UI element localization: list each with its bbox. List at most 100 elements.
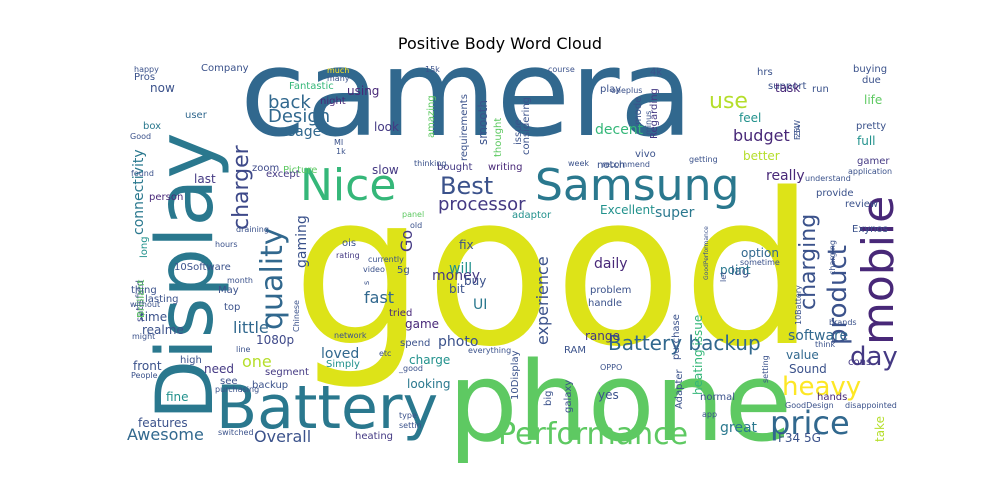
word-feel: feel <box>739 111 761 125</box>
word-camera: camera <box>240 25 693 164</box>
word-15k: 15k <box>425 65 440 74</box>
word-fast: fast <box>364 288 394 307</box>
word-1080p: 1080p <box>256 333 294 347</box>
word-box: box <box>143 121 161 132</box>
word-disappointed: disappointed <box>845 401 897 410</box>
word-brilliant: Brilliant <box>136 279 147 318</box>
word-performance: Performance <box>498 417 688 452</box>
word-rating: rating <box>336 251 360 260</box>
word-decent: decent <box>595 122 644 138</box>
word-4k: 4k <box>650 67 662 78</box>
word-great: great <box>720 420 758 436</box>
word-need: need <box>204 362 234 376</box>
word-might: might <box>132 332 155 341</box>
word-user: user <box>185 110 208 121</box>
word-chinese: Chinese <box>292 300 301 332</box>
word-understand: understand <box>805 174 851 183</box>
word-purchase: purchase <box>671 314 682 360</box>
word-overall: Overall <box>254 427 311 446</box>
word-10software: 10Software <box>174 262 231 273</box>
word-thing: thing <box>131 285 157 296</box>
word-sound: Sound <box>789 362 827 376</box>
word-bit: bit <box>449 282 465 296</box>
word-exynos: Exynos <box>852 224 888 235</box>
word-regarding: Regarding <box>649 88 660 139</box>
word-requirements: requirements <box>459 94 470 161</box>
word-one: one <box>242 352 272 371</box>
word-software: software <box>788 328 848 344</box>
word-gamer: gamer <box>857 156 890 167</box>
word-processor: processor <box>438 194 526 215</box>
word-currently: currently <box>368 255 404 264</box>
word-without: without <box>130 300 160 309</box>
word-except: except <box>266 169 300 180</box>
word-adaptor: adaptor <box>512 210 552 221</box>
word-f34: F34 <box>793 125 802 140</box>
word-provide: provide <box>816 188 854 199</box>
word-settin: settin <box>399 421 422 430</box>
word-play: play <box>600 84 621 95</box>
word-zoom: zoom <box>252 163 279 174</box>
word-satisfied: satisfied <box>135 280 146 322</box>
word-oneplus: oneplus <box>611 86 642 95</box>
word-design: Design <box>268 106 330 127</box>
word-think: think <box>815 340 836 349</box>
word-application: application <box>848 167 892 176</box>
word-features: features <box>138 416 188 430</box>
word-buy: buy <box>464 274 486 288</box>
word-awesome: Awesome <box>127 425 204 444</box>
word-ui: UI <box>473 297 487 313</box>
word-back: back <box>268 92 311 113</box>
word-brands: brands <box>829 318 857 327</box>
word-minus: minus <box>644 111 653 135</box>
word-draining: draining <box>236 225 269 234</box>
word-s: s <box>362 281 371 285</box>
word-smooth: smooth <box>476 100 490 145</box>
chart-title: Positive Body Word Cloud <box>397 34 603 53</box>
word-app: app <box>702 410 717 419</box>
word-buying: buying <box>853 64 887 75</box>
word-game: game <box>405 317 439 331</box>
word-point: point <box>720 263 751 277</box>
word-problem: problem <box>590 285 631 296</box>
word-simply: Simply <box>326 359 360 370</box>
word-good: Good <box>130 132 151 141</box>
word-better: better <box>743 149 780 163</box>
word-battery: Battery <box>216 373 438 443</box>
word-charger: charger <box>229 144 254 230</box>
word-hands: hands <box>817 392 847 403</box>
word-full: full <box>857 134 876 148</box>
word-people: People <box>131 371 158 380</box>
word-mi: MI <box>334 138 343 147</box>
word-fix: fix <box>459 238 474 252</box>
word-mode: mode <box>633 97 644 125</box>
word-pros: Pros <box>134 72 155 83</box>
word-sometime: sometime <box>740 258 780 267</box>
word-heating-issue: heating issue <box>691 315 705 395</box>
word-may: May <box>218 285 239 296</box>
word-many: many <box>327 74 350 83</box>
word-time: time <box>140 310 167 324</box>
word-pretty: pretty <box>856 121 886 132</box>
word-samsung: Samsung <box>535 160 739 211</box>
word-line: line <box>236 345 251 354</box>
word-night: night <box>320 96 346 107</box>
word-take: take <box>873 416 887 442</box>
word-backup: backup <box>252 380 288 391</box>
word-happy: happy <box>134 65 159 74</box>
word-fantastic: Fantastic <box>289 81 334 92</box>
word-hours: hours <box>215 240 238 249</box>
word-charging: charging <box>796 214 821 310</box>
word-little: little <box>233 318 269 337</box>
word-lag: lag <box>731 264 749 278</box>
word-use: use <box>709 89 748 114</box>
word-gooddesign: GoodDesign <box>785 401 834 410</box>
word-looking: looking <box>407 377 451 391</box>
word-adapter: Adapter <box>674 368 685 409</box>
word-bought: bought <box>437 162 472 173</box>
word-ram: RAM <box>564 345 586 356</box>
word-look: look <box>374 120 399 134</box>
word-will: will <box>449 261 472 277</box>
word-super: super <box>655 205 695 221</box>
